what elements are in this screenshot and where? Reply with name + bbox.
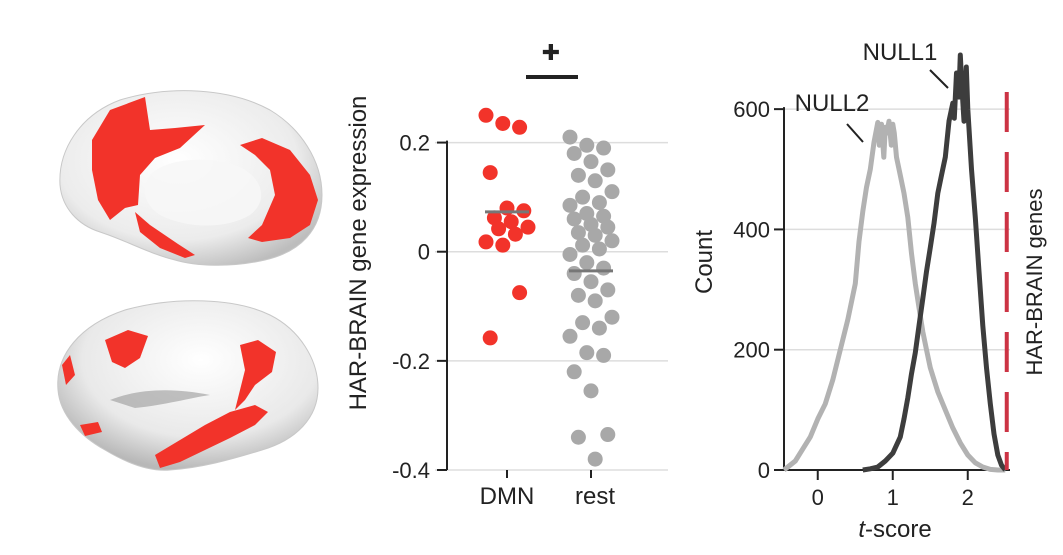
rest-point <box>579 137 595 153</box>
rest-point <box>562 129 578 145</box>
dmn-point <box>520 219 536 235</box>
histogram-panel: 0 200 400 600 0 1 2 Count t-score HAR-BRAIN g… <box>691 39 1047 543</box>
histogram-y-tick-label: 400 <box>733 217 770 242</box>
dmn-point <box>482 330 498 346</box>
rest-point <box>604 309 620 325</box>
dmn-point <box>507 226 523 242</box>
scatter-x-tick-label: DMN <box>480 483 535 510</box>
rest-point <box>600 162 616 178</box>
rest-point <box>587 293 603 309</box>
histogram-y-tick-label: 0 <box>758 458 770 483</box>
rest-point <box>570 167 586 183</box>
dmn-point <box>512 285 528 301</box>
rest-point <box>600 219 616 235</box>
scatter-medians <box>485 210 613 273</box>
dmn-region-lateral <box>62 355 75 385</box>
rest-point <box>566 145 582 161</box>
rest-point <box>562 197 578 213</box>
null2-annotation: NULL2 <box>795 90 870 117</box>
histogram-y-axis-label: Count <box>691 230 718 294</box>
rest-point <box>562 328 578 344</box>
rest-point <box>587 227 603 243</box>
histogram-x-axis-label: t-score <box>858 516 931 543</box>
dmn-point <box>512 119 528 135</box>
rest-point <box>600 282 616 298</box>
har-brain-genes-label: HAR-BRAIN genes <box>1022 188 1047 375</box>
scatter-y-tick-label: 0 <box>418 240 430 265</box>
rest-point <box>583 154 599 170</box>
rest-point <box>587 451 603 467</box>
histogram-y-tick-label: 600 <box>733 97 770 122</box>
null1-pointer <box>929 69 949 89</box>
rest-point <box>566 266 582 282</box>
scatter-y-tick-label: -0.4 <box>392 458 430 483</box>
histogram-y-ticks: 0 200 400 600 <box>733 97 785 483</box>
dmn-region-medial <box>135 212 195 258</box>
scatter-gridlines <box>435 141 668 471</box>
dmn-region-lateral <box>80 422 102 436</box>
brain-lateral-view <box>57 300 319 471</box>
dmn-point <box>491 221 507 237</box>
dmn-region-lateral <box>155 405 268 468</box>
dmn-point <box>482 165 498 181</box>
scatter-x-tick-labels: DMN rest <box>480 470 615 510</box>
histogram-x-tick-label: 2 <box>962 485 974 510</box>
histogram-x-tick-label: 0 <box>812 485 824 510</box>
rest-point <box>562 246 578 262</box>
scatter-y-tick-label: 0.2 <box>399 131 430 156</box>
rest-point <box>566 211 582 227</box>
histogram-y-tick-label: 200 <box>733 338 770 363</box>
rest-point <box>575 189 591 205</box>
rest-point <box>587 173 603 189</box>
rest-point <box>570 287 586 303</box>
scatter-y-ticks: 0.2 0 -0.2 -0.4 <box>392 131 448 483</box>
histogram-x-tick-label: 1 <box>887 485 899 510</box>
scatter-points <box>478 107 620 467</box>
rest-point <box>591 320 607 336</box>
null2-line <box>782 118 1006 473</box>
null1-annotation: NULL1 <box>863 39 938 66</box>
rest-point <box>591 195 607 211</box>
dmn-region-medial <box>92 97 205 220</box>
dmn-region-lateral <box>235 340 276 410</box>
scatter-y-tick-label: -0.2 <box>392 349 430 374</box>
scatter-panel: 0.2 0 -0.2 -0.4 DMN rest ✚ HAR-BRAIN gene ex… <box>345 40 668 510</box>
significance-marker: ✚ <box>542 40 560 65</box>
rest-point <box>596 140 612 156</box>
null2-pointer <box>846 123 864 143</box>
rest-point <box>570 225 586 241</box>
null1-line <box>862 52 1008 473</box>
rest-point <box>566 364 582 380</box>
dmn-point <box>478 107 494 123</box>
rest-point <box>583 383 599 399</box>
rest-point <box>575 237 591 253</box>
rest-point <box>575 315 591 331</box>
scatter-x-tick-label: rest <box>575 483 615 510</box>
rest-point <box>596 347 612 363</box>
dmn-point <box>495 115 511 131</box>
dmn-region-lateral <box>105 330 148 368</box>
histogram-lines <box>782 52 1008 473</box>
rest-point <box>570 429 586 445</box>
scatter-y-axis-label: HAR-BRAIN gene expression <box>345 96 372 411</box>
rest-point <box>604 233 620 249</box>
rest-point <box>591 241 607 257</box>
rest-point <box>600 427 616 443</box>
dmn-region-medial <box>240 138 318 242</box>
brain-medial-view <box>59 90 323 266</box>
dmn-point <box>495 237 511 253</box>
histogram-x-ticks: 0 1 2 <box>784 469 1010 510</box>
dmn-point <box>503 214 519 230</box>
rest-point <box>583 274 599 290</box>
rest-point <box>604 184 620 200</box>
rest-point <box>579 255 595 271</box>
rest-point <box>579 345 595 361</box>
dmn-point <box>478 234 494 250</box>
rest-point <box>596 260 612 276</box>
